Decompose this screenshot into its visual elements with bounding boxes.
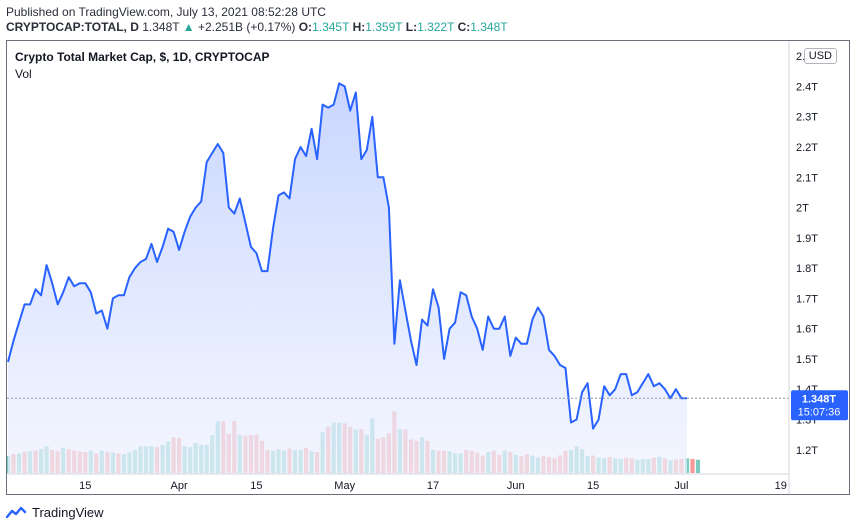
close-value: 1.348T: [470, 20, 508, 34]
market-cap-area: [8, 83, 687, 475]
volume-label[interactable]: Vol: [15, 67, 32, 81]
price-tick-label: 2.1T: [796, 172, 818, 184]
published-note: Published on TradingView.com, July 13, 2…: [6, 5, 326, 19]
price-tick-label: 1.8T: [796, 263, 818, 275]
tradingview-logo-icon[interactable]: [6, 506, 28, 520]
time-tick-label: 17: [427, 480, 439, 492]
currency-button[interactable]: USD: [803, 48, 837, 64]
price-tick-label: 2T: [796, 203, 809, 215]
price-tick-label: 1.6T: [796, 324, 818, 336]
price-tick-label: 2.3T: [796, 112, 818, 124]
price-tick-label: 1.9T: [796, 233, 818, 245]
footer: TradingView: [6, 505, 104, 520]
time-tick-label: May: [334, 480, 355, 492]
change-arrow-icon: ▲: [182, 20, 195, 34]
market-cap-line: [7, 82, 687, 430]
last-price: 1.348T: [142, 20, 180, 34]
chart-title: Crypto Total Market Cap, $, 1D, CRYPTOCA…: [15, 50, 270, 64]
volume-bar: [695, 459, 701, 473]
symbol-name[interactable]: CRYPTOCAP:TOTAL, D: [6, 20, 139, 34]
price-tick-label: 2.4T: [796, 81, 818, 93]
time-tick-label: 15: [79, 480, 91, 492]
price-badge: 1.348T 15:07:36: [791, 390, 848, 421]
price-badge-value: 1.348T: [802, 393, 837, 405]
high-label: H:: [352, 20, 366, 34]
open-value: 1.345T: [312, 20, 350, 34]
open-label: O:: [298, 20, 313, 34]
time-tick-label: Jun: [507, 480, 525, 492]
time-tick-label: 15: [587, 480, 599, 492]
close-label: C:: [457, 20, 471, 34]
price-tick-label: 1.5T: [796, 354, 818, 366]
low-value: 1.322T: [417, 20, 455, 34]
price-change: +2.251B (+0.17%): [197, 20, 296, 34]
symbol-legend: CRYPTOCAP:TOTAL, D 1.348T ▲ +2.251B (+0.…: [6, 20, 508, 34]
chart-frame[interactable]: 1.2T 1.3T 1.4T 1.5T 1.6T 1.7T 1.8T 1.9T 2T 2.1T 2.…: [6, 40, 850, 495]
price-tick-label: 1.2T: [796, 445, 818, 457]
time-tick-label: Apr: [171, 480, 188, 492]
time-tick-label: 15: [250, 480, 262, 492]
chart-canvas[interactable]: 1.2T1.3T1.4T1.5T1.6T1.7T1.8T1.9T2T2.1T2.…: [7, 41, 849, 494]
low-label: L:: [405, 20, 418, 34]
high-value: 1.359T: [365, 20, 403, 34]
footer-brand[interactable]: TradingView: [32, 505, 104, 520]
volume-bar: [690, 459, 695, 473]
countdown-timer: 15:07:36: [798, 406, 841, 418]
time-tick-label: Jul: [674, 480, 688, 492]
price-tick-label: 1.7T: [796, 293, 818, 305]
price-tick-label: 2.: [796, 51, 805, 63]
time-tick-label: 19: [775, 480, 787, 492]
price-tick-label: 2.2T: [796, 142, 818, 154]
time-axis[interactable]: 15 Apr 15 May 17 Jun 15 Jul 19: [79, 480, 787, 492]
